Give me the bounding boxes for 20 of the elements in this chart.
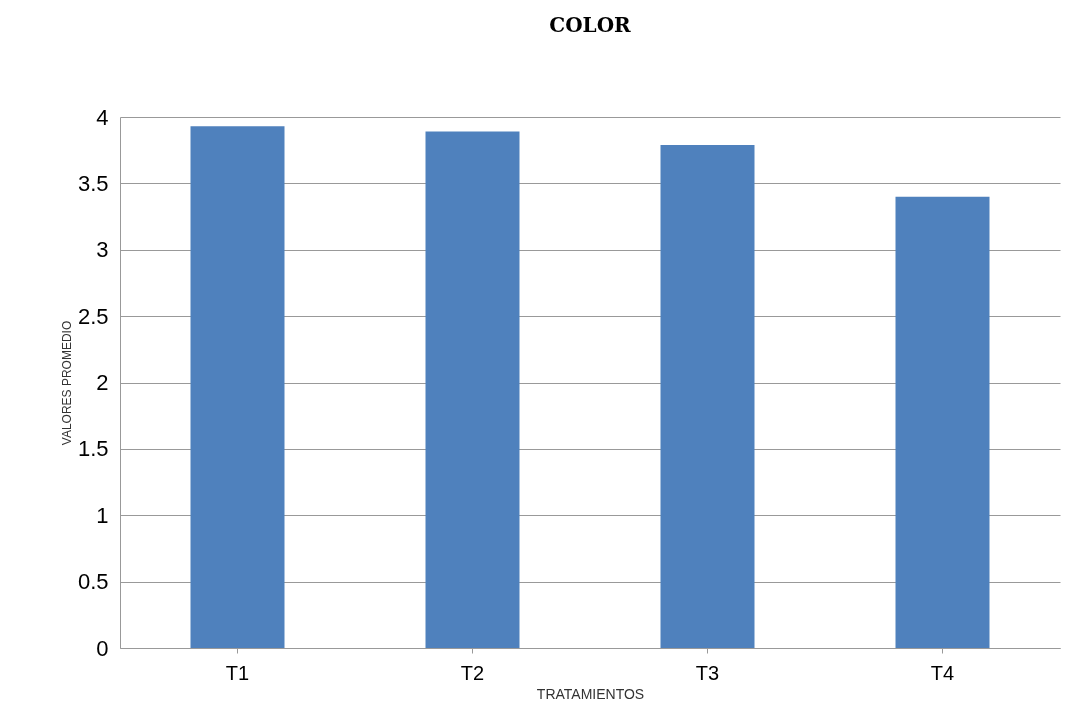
y-tick-label: 3	[96, 237, 109, 263]
y-tick-label: 0	[96, 635, 109, 661]
y-tick-label: 1	[96, 502, 109, 528]
x-tick-label: T2	[460, 661, 485, 684]
bar	[895, 196, 990, 648]
bar	[190, 126, 285, 648]
x-tick-label: T1	[225, 661, 250, 684]
x-tick-label: T3	[695, 661, 720, 684]
y-tick-label: 3.5	[77, 170, 109, 196]
y-tick-label: 2.5	[77, 303, 109, 329]
y-tick-label: 0.5	[77, 569, 109, 595]
y-tick-label: 1.5	[77, 436, 109, 462]
y-tick-label: 2	[96, 370, 109, 395]
bar	[660, 144, 755, 648]
bar	[425, 131, 520, 648]
chart-title: COLOR	[549, 13, 632, 37]
x-axis-title: TRATAMIENTOS	[536, 685, 645, 702]
y-tick-label: 4	[96, 104, 109, 130]
x-tick-label: T4	[930, 661, 955, 684]
y-axis-title: VALORES PROMEDIO	[59, 320, 74, 446]
